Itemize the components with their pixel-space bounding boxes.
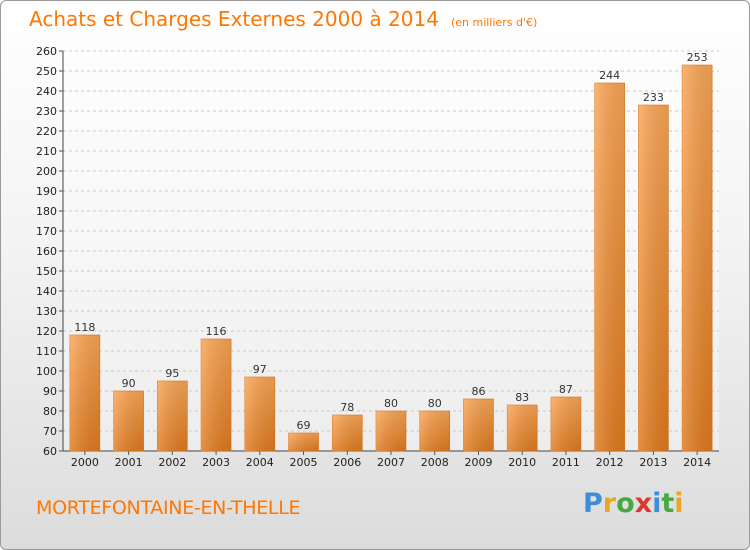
- bar-shade: [332, 415, 363, 451]
- value-label: 80: [428, 397, 442, 410]
- bar-shade: [463, 399, 494, 451]
- bar-shade: [507, 405, 538, 451]
- y-tick-label: 100: [36, 365, 57, 378]
- logo-letter: t: [661, 488, 675, 519]
- value-label: 78: [340, 401, 354, 414]
- value-label: 83: [515, 391, 529, 404]
- y-tick-label: 220: [36, 125, 57, 138]
- x-tick-label: 2002: [158, 456, 186, 469]
- value-label: 86: [471, 385, 485, 398]
- value-label: 118: [74, 321, 95, 334]
- logo-letter: i: [674, 488, 684, 519]
- y-tick-label: 130: [36, 305, 57, 318]
- bar-shade: [157, 381, 188, 451]
- axis-layer: 60 70 80 90 100 110 120 130 140 150 160 170 180 190 20…: [36, 45, 719, 469]
- y-tick-label: 120: [36, 325, 57, 338]
- y-tick-label: 80: [43, 405, 57, 418]
- x-tick-label: 2010: [508, 456, 536, 469]
- value-label: 80: [384, 397, 398, 410]
- logo-letter: x: [634, 488, 653, 519]
- y-tick-label: 170: [36, 225, 57, 238]
- bar-shade: [376, 411, 406, 451]
- y-tick-label: 240: [36, 85, 57, 98]
- proxiti-logo: Proxiti: [583, 488, 684, 519]
- x-tick-label: 2012: [596, 456, 624, 469]
- x-tick-label: 2007: [377, 456, 405, 469]
- value-label: 87: [559, 383, 573, 396]
- y-tick-label: 140: [36, 285, 57, 298]
- logo-letter: P: [583, 488, 603, 519]
- value-label: 97: [253, 363, 267, 376]
- x-tick-label: 2003: [202, 456, 230, 469]
- bar-shade: [113, 391, 144, 451]
- bar-shade: [288, 433, 319, 451]
- chart-title: Achats et Charges Externes 2000 à 2014 (e…: [29, 7, 537, 31]
- bar-layer: 118 90 95 116 97 69 78 80 80 86 83 87 244 233 253: [69, 51, 713, 452]
- logo-letter: i: [652, 488, 662, 519]
- y-tick-label: 90: [43, 385, 57, 398]
- value-label: 233: [643, 91, 664, 104]
- value-label: 95: [165, 367, 179, 380]
- location-name: MORTEFONTAINE-EN-THELLE: [36, 497, 301, 519]
- chart-unit: (en milliers d'€): [450, 16, 538, 29]
- y-tick-label: 230: [36, 105, 57, 118]
- bar-shade: [550, 397, 581, 451]
- value-label: 116: [206, 325, 227, 338]
- logo-letter: r: [602, 488, 617, 519]
- bar-shade: [69, 335, 100, 451]
- value-label: 244: [599, 69, 620, 82]
- y-tick-label: 260: [36, 45, 57, 58]
- bar-shade: [594, 83, 625, 451]
- y-tick-label: 60: [43, 445, 57, 458]
- y-tick-label: 180: [36, 205, 57, 218]
- bar-shade: [201, 339, 232, 451]
- x-tick-label: 2001: [115, 456, 143, 469]
- bar-shade: [682, 65, 713, 451]
- bar-shade: [419, 411, 450, 451]
- y-tick-label: 70: [43, 425, 57, 438]
- x-tick-label: 2014: [683, 456, 711, 469]
- y-tick-label: 210: [36, 145, 57, 158]
- x-tick-label: 2006: [333, 456, 361, 469]
- value-label: 253: [687, 51, 708, 64]
- chart-title-text: Achats et Charges Externes 2000 à 2014: [29, 7, 439, 31]
- value-label: 69: [297, 419, 311, 432]
- x-tick-label: 2009: [464, 456, 492, 469]
- bar-shade: [244, 377, 275, 451]
- bar-shade: [638, 105, 669, 451]
- y-tick-label: 160: [36, 245, 57, 258]
- logo-letter: o: [616, 488, 635, 519]
- y-tick-label: 250: [36, 65, 57, 78]
- y-tick-label: 150: [36, 265, 57, 278]
- y-tick-label: 190: [36, 185, 57, 198]
- x-tick-label: 2008: [421, 456, 449, 469]
- x-tick-label: 2005: [290, 456, 318, 469]
- x-tick-label: 2013: [639, 456, 667, 469]
- y-tick-label: 110: [36, 345, 57, 358]
- x-tick-label: 2004: [246, 456, 274, 469]
- x-tick-label: 2011: [552, 456, 580, 469]
- x-tick-label: 2000: [71, 456, 99, 469]
- value-label: 90: [122, 377, 136, 390]
- y-tick-label: 200: [36, 165, 57, 178]
